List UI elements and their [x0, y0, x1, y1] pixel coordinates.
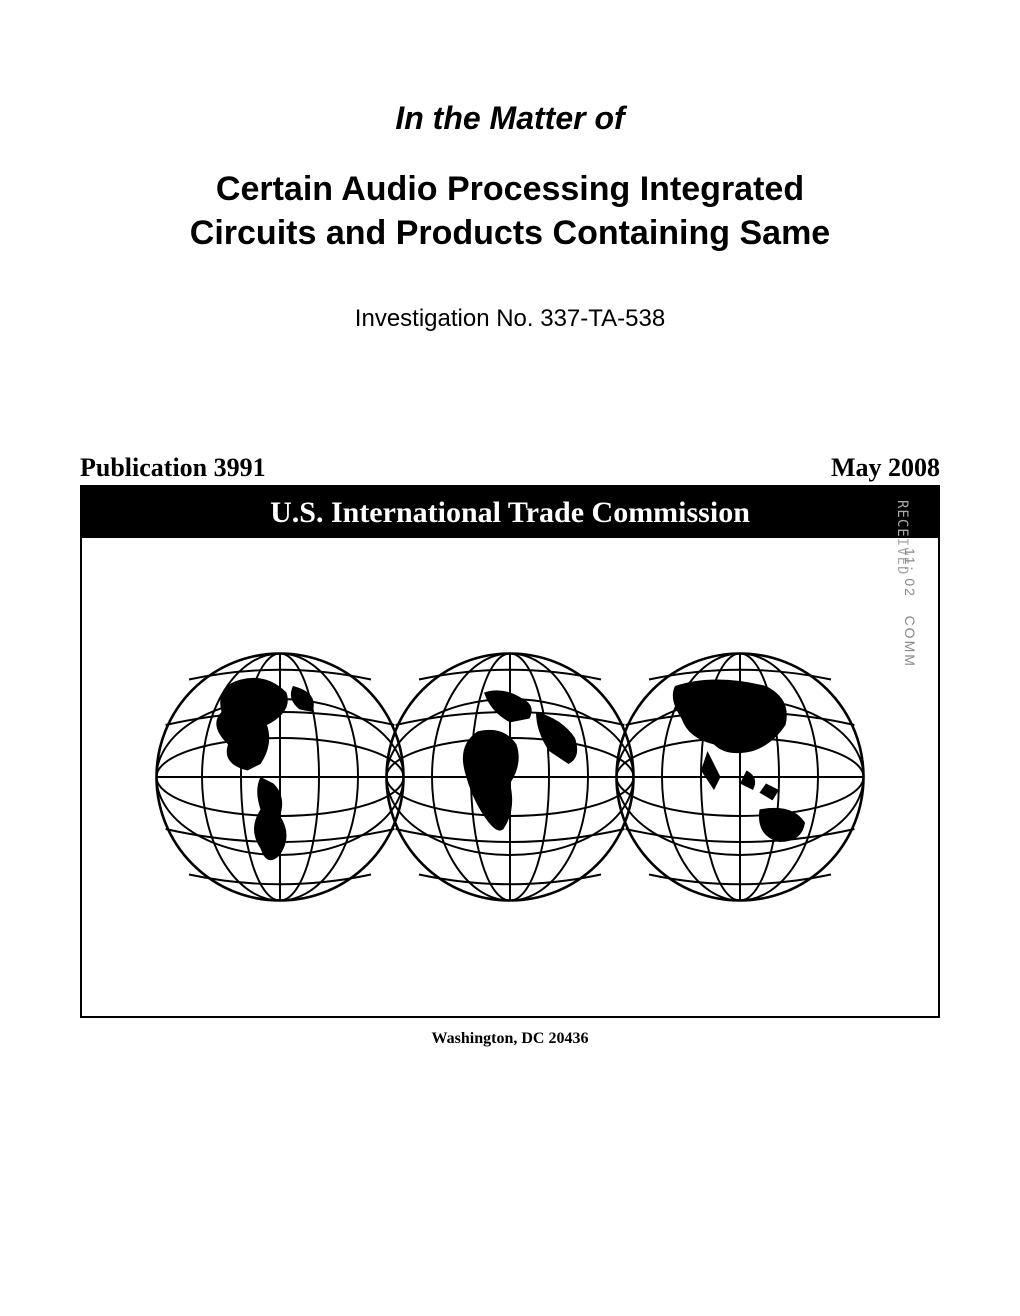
document-subtitle: In the Matter of [80, 100, 940, 137]
globe-graphic-box: 11: 02 COMM [80, 538, 940, 1018]
globe-africa-europe [380, 647, 640, 907]
stamp-time: 11: 02 [902, 548, 918, 598]
globe-americas [150, 647, 410, 907]
header-section: In the Matter of Certain Audio Processin… [80, 100, 940, 333]
globe-asia-icon [610, 647, 870, 907]
footer-location: Washington, DC 20436 [80, 1030, 940, 1048]
publication-row: Publication 3991 May 2008 [80, 453, 940, 488]
commission-title-bar: U.S. International Trade Commission [80, 488, 940, 538]
globe-americas-icon [150, 647, 410, 907]
investigation-number: Investigation No. 337-TA-538 [80, 305, 940, 333]
publication-date: May 2008 [831, 453, 940, 483]
title-line-2: Circuits and Products Containing Same [190, 214, 830, 252]
publication-number: Publication 3991 [80, 453, 266, 483]
globe-africa-icon [380, 647, 640, 907]
document-title: Certain Audio Processing Integrated Circ… [80, 167, 940, 255]
globe-asia-australia [610, 647, 870, 907]
time-stamp: 11: 02 COMM [902, 548, 918, 668]
title-line-1: Certain Audio Processing Integrated [216, 170, 804, 208]
stamp-comm: COMM [902, 616, 918, 668]
globes-row [150, 647, 870, 907]
